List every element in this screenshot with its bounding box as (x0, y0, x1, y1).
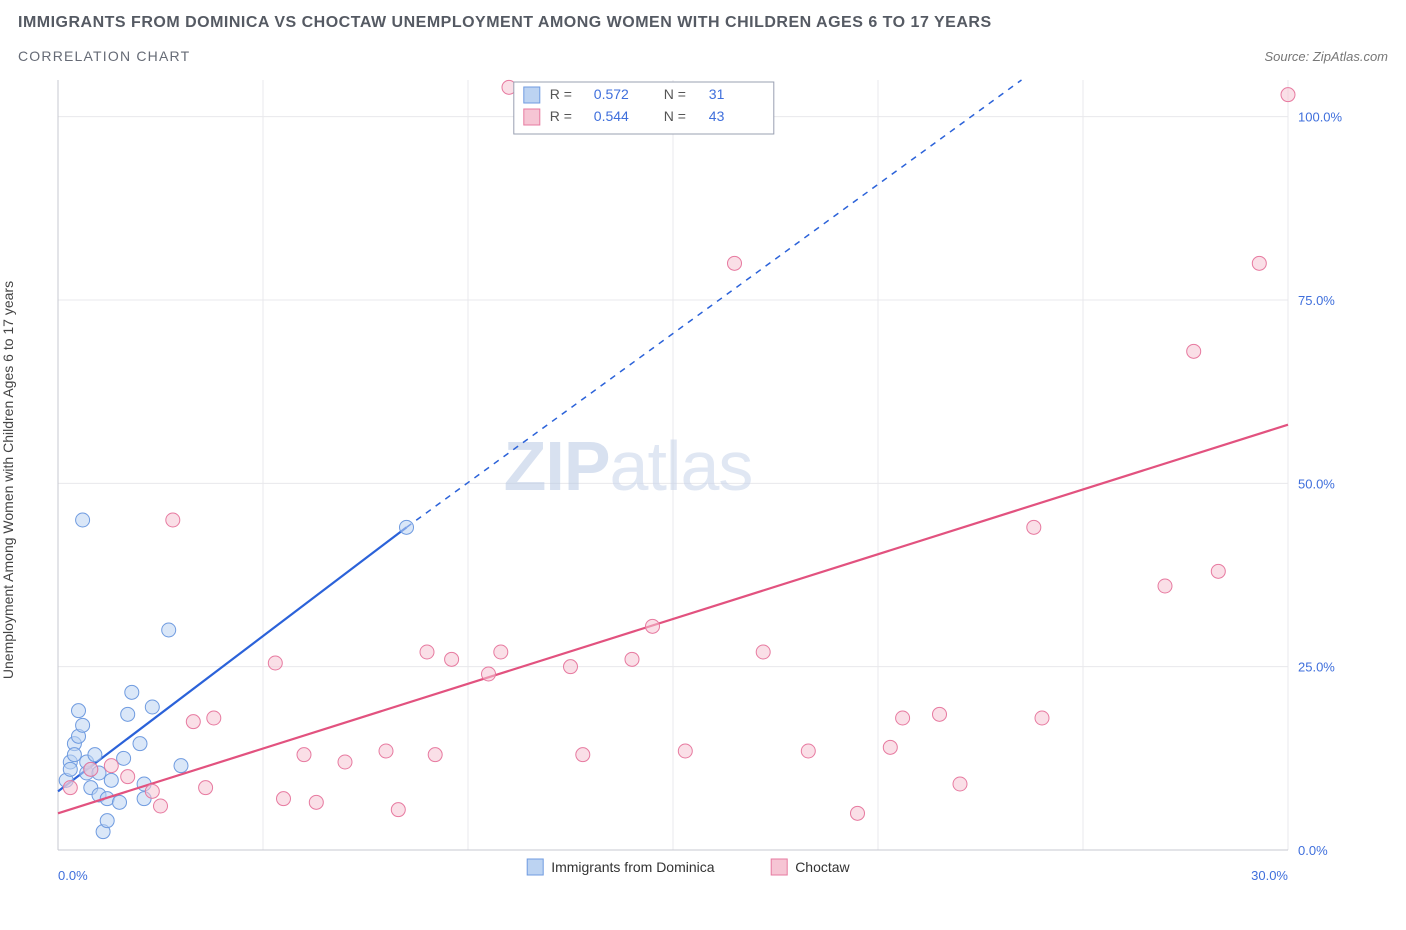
y-tick-label: 100.0% (1298, 110, 1343, 125)
data-point (1252, 256, 1266, 270)
x-tick-label: 30.0% (1251, 868, 1288, 883)
data-point (268, 656, 282, 670)
data-point (297, 748, 311, 762)
stats-r-value: 0.544 (594, 108, 629, 124)
data-point (113, 795, 127, 809)
data-point (104, 773, 118, 787)
data-point (145, 784, 159, 798)
data-point (121, 770, 135, 784)
data-point (576, 748, 590, 762)
data-point (728, 256, 742, 270)
subtitle-row: CORRELATION CHART Source: ZipAtlas.com (18, 48, 1388, 64)
stats-swatch (524, 109, 540, 125)
data-point (154, 799, 168, 813)
data-point (400, 520, 414, 534)
data-point (133, 737, 147, 751)
stats-swatch (524, 87, 540, 103)
data-point (117, 751, 131, 765)
correlation-scatter-chart: ZIPatlas 0.0% 25.0% 50.0% 75.0% 100.0% 0.0% 30.… (18, 70, 1358, 890)
data-point (76, 513, 90, 527)
data-point (1027, 520, 1041, 534)
stats-r-label: R = (550, 108, 572, 124)
source-attribution: Source: ZipAtlas.com (1264, 49, 1388, 64)
chart-subtitle: CORRELATION CHART (18, 48, 190, 64)
data-point (420, 645, 434, 659)
data-point (125, 685, 139, 699)
data-point (379, 744, 393, 758)
watermark: ZIPatlas (504, 427, 753, 505)
stats-n-value: 31 (709, 86, 725, 102)
data-point (207, 711, 221, 725)
y-tick-label: 0.0% (1298, 843, 1328, 858)
data-point (162, 623, 176, 637)
legend-label: Choctaw (795, 859, 850, 875)
chart-container: Unemployment Among Women with Children A… (18, 70, 1388, 890)
data-point (174, 759, 188, 773)
data-point (445, 652, 459, 666)
data-point (72, 704, 86, 718)
data-point (1035, 711, 1049, 725)
data-point (933, 707, 947, 721)
data-point (1187, 344, 1201, 358)
stats-n-value: 43 (709, 108, 725, 124)
stats-r-label: R = (550, 86, 572, 102)
data-point (646, 619, 660, 633)
data-point (199, 781, 213, 795)
data-point (76, 718, 90, 732)
data-point (309, 795, 323, 809)
legend-swatch (527, 859, 543, 875)
data-point (166, 513, 180, 527)
data-point (391, 803, 405, 817)
data-point (186, 715, 200, 729)
stats-n-label: N = (664, 86, 686, 102)
data-point (953, 777, 967, 791)
stats-n-label: N = (664, 108, 686, 124)
data-point (100, 814, 114, 828)
data-point (121, 707, 135, 721)
data-point (63, 781, 77, 795)
data-point (801, 744, 815, 758)
y-tick-label: 25.0% (1298, 660, 1335, 675)
data-point (678, 744, 692, 758)
legend-label: Immigrants from Dominica (551, 859, 715, 875)
y-axis-label: Unemployment Among Women with Children A… (0, 281, 16, 679)
data-point (1158, 579, 1172, 593)
data-point (756, 645, 770, 659)
trend-line (58, 527, 407, 791)
y-tick-label: 50.0% (1298, 476, 1335, 491)
data-point (104, 759, 118, 773)
data-point (84, 762, 98, 776)
data-point (145, 700, 159, 714)
data-point (277, 792, 291, 806)
data-point (67, 748, 81, 762)
data-point (564, 660, 578, 674)
data-point (63, 762, 77, 776)
data-point (428, 748, 442, 762)
data-point (338, 755, 352, 769)
stats-r-value: 0.572 (594, 86, 629, 102)
x-tick-label: 0.0% (58, 868, 88, 883)
chart-title: IMMIGRANTS FROM DOMINICA VS CHOCTAW UNEM… (18, 14, 1388, 32)
data-point (896, 711, 910, 725)
data-point (1211, 564, 1225, 578)
data-point (851, 806, 865, 820)
data-point (482, 667, 496, 681)
y-tick-label: 75.0% (1298, 293, 1335, 308)
data-point (883, 740, 897, 754)
data-point (88, 748, 102, 762)
legend-swatch (771, 859, 787, 875)
data-point (625, 652, 639, 666)
data-point (1281, 88, 1295, 102)
data-point (494, 645, 508, 659)
